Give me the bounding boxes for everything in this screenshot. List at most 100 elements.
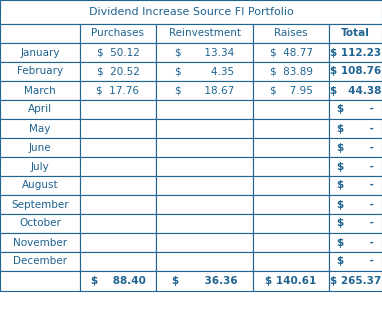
- Bar: [329, 176, 382, 195]
- Bar: [156, 252, 253, 271]
- Bar: [253, 62, 329, 81]
- Text: $       -: $ -: [337, 256, 374, 266]
- Bar: [329, 138, 382, 157]
- Bar: [329, 138, 382, 157]
- Bar: [156, 24, 253, 43]
- Bar: [80, 24, 156, 43]
- Bar: [156, 233, 253, 252]
- Bar: [329, 233, 382, 252]
- Bar: [80, 195, 156, 214]
- Bar: [253, 176, 329, 195]
- Bar: [329, 214, 382, 233]
- Bar: [0, 252, 80, 271]
- Bar: [80, 252, 156, 271]
- Bar: [156, 271, 253, 291]
- Bar: [329, 195, 382, 214]
- Bar: [156, 214, 253, 233]
- Bar: [329, 157, 382, 176]
- Bar: [156, 176, 253, 195]
- Bar: [156, 100, 253, 119]
- Bar: [80, 43, 156, 62]
- Bar: [80, 119, 156, 138]
- Bar: [253, 271, 329, 291]
- Text: $  50.12: $ 50.12: [97, 48, 139, 57]
- Text: Purchases: Purchases: [92, 28, 144, 39]
- Text: September: September: [11, 200, 69, 210]
- Text: $ 140.61: $ 140.61: [265, 276, 317, 286]
- Bar: [0, 176, 80, 195]
- Text: $  83.89: $ 83.89: [269, 66, 312, 77]
- Bar: [156, 271, 253, 291]
- Bar: [253, 214, 329, 233]
- Text: July: July: [31, 162, 49, 171]
- Text: $       -: $ -: [337, 238, 374, 248]
- Bar: [156, 81, 253, 100]
- Bar: [0, 157, 80, 176]
- Text: Raises: Raises: [274, 28, 308, 39]
- Bar: [0, 176, 80, 195]
- Bar: [253, 24, 329, 43]
- Bar: [0, 271, 80, 291]
- Bar: [156, 43, 253, 62]
- Bar: [80, 81, 156, 100]
- Bar: [156, 119, 253, 138]
- Bar: [329, 271, 382, 291]
- Text: Reinvestment: Reinvestment: [168, 28, 241, 39]
- Bar: [156, 195, 253, 214]
- Bar: [80, 157, 156, 176]
- Bar: [0, 233, 80, 252]
- Bar: [0, 43, 80, 62]
- Text: $       -: $ -: [337, 142, 374, 153]
- Bar: [329, 157, 382, 176]
- Bar: [80, 100, 156, 119]
- Bar: [253, 24, 329, 43]
- Text: $       -: $ -: [337, 180, 374, 191]
- Text: $  48.77: $ 48.77: [269, 48, 312, 57]
- Bar: [156, 157, 253, 176]
- Bar: [156, 138, 253, 157]
- Text: August: August: [22, 180, 58, 191]
- Bar: [329, 62, 382, 81]
- Bar: [329, 24, 382, 43]
- Bar: [0, 271, 80, 291]
- Bar: [329, 43, 382, 62]
- Text: $       -: $ -: [337, 104, 374, 115]
- Bar: [80, 81, 156, 100]
- Text: $       -: $ -: [337, 124, 374, 133]
- Text: $    88.40: $ 88.40: [91, 276, 146, 286]
- Bar: [156, 195, 253, 214]
- Bar: [253, 81, 329, 100]
- Text: June: June: [29, 142, 51, 153]
- Bar: [253, 195, 329, 214]
- Bar: [156, 62, 253, 81]
- Text: $ 265.37: $ 265.37: [330, 276, 381, 286]
- Text: $    7.95: $ 7.95: [270, 86, 312, 95]
- Bar: [253, 119, 329, 138]
- Bar: [329, 233, 382, 252]
- Text: October: October: [19, 218, 61, 228]
- Bar: [329, 252, 382, 271]
- Bar: [329, 195, 382, 214]
- Bar: [0, 24, 80, 43]
- Bar: [329, 81, 382, 100]
- Bar: [253, 138, 329, 157]
- Bar: [156, 62, 253, 81]
- Bar: [80, 214, 156, 233]
- Bar: [253, 252, 329, 271]
- Bar: [329, 176, 382, 195]
- Text: November: November: [13, 238, 67, 248]
- Bar: [80, 252, 156, 271]
- Bar: [253, 62, 329, 81]
- Text: January: January: [20, 48, 60, 57]
- Bar: [156, 81, 253, 100]
- Bar: [253, 100, 329, 119]
- Text: $ 108.76: $ 108.76: [330, 66, 381, 77]
- Bar: [253, 214, 329, 233]
- Bar: [156, 43, 253, 62]
- Bar: [80, 138, 156, 157]
- Bar: [156, 233, 253, 252]
- Bar: [0, 100, 80, 119]
- Bar: [253, 233, 329, 252]
- Text: $  17.76: $ 17.76: [97, 86, 139, 95]
- Bar: [0, 195, 80, 214]
